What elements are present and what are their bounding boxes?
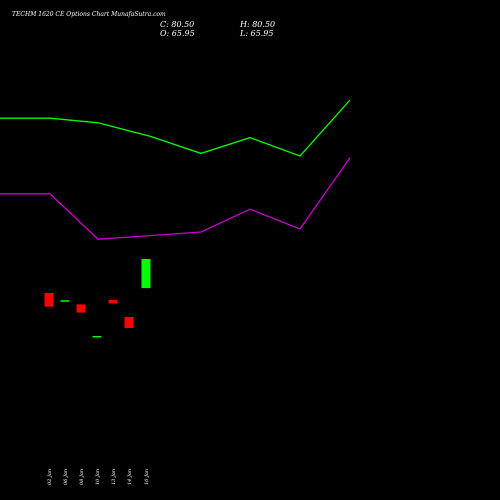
candle-13-jan bbox=[108, 300, 118, 304]
high-value: H: 80.50 bbox=[240, 20, 276, 29]
x-tick-label: 13 Jan bbox=[111, 469, 117, 485]
low-value: L: 65.95 bbox=[240, 29, 274, 38]
x-tick-label: 14 Jan bbox=[127, 469, 133, 485]
open-value: O: 65.95 bbox=[160, 29, 195, 38]
close-value: C: 80.50 bbox=[160, 20, 195, 29]
candle-08-jan bbox=[76, 304, 86, 313]
x-tick-label: 10 Jan bbox=[95, 469, 101, 485]
candle-06-jan bbox=[60, 300, 70, 302]
candle-02-jan bbox=[44, 293, 54, 307]
x-tick-label: 02 Jan bbox=[47, 469, 53, 485]
candle-14-jan bbox=[124, 317, 134, 328]
x-tick-label: 06 Jan bbox=[63, 469, 69, 485]
x-tick-label: 08 Jan bbox=[79, 469, 85, 485]
chart-title: TECHM 1620 CE Options Chart MunafaSutra.… bbox=[12, 11, 166, 18]
upper-band-line bbox=[0, 99, 351, 157]
candle-16-jan bbox=[141, 259, 151, 289]
lower-band-line bbox=[0, 157, 351, 240]
x-tick-label: 16 Jan bbox=[144, 469, 150, 485]
candle-10-jan bbox=[92, 336, 102, 338]
